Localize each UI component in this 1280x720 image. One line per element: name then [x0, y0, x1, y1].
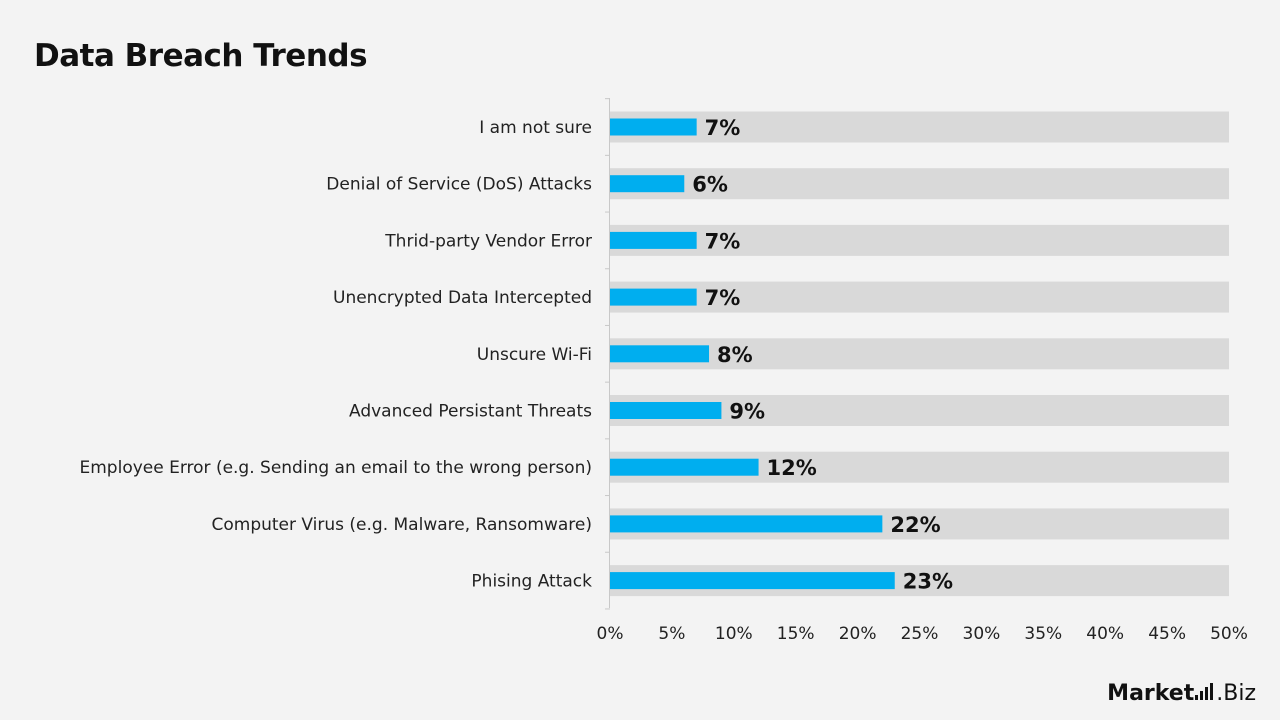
category-label: Computer Virus (e.g. Malware, Ransomware… [212, 515, 593, 535]
bar [610, 345, 710, 363]
category-label: I am not sure [479, 118, 592, 138]
x-tick-label: 30% [963, 624, 1001, 644]
category-label: Thrid-party Vendor Error [384, 231, 592, 251]
x-tick-label: 25% [901, 624, 939, 644]
x-tick-label: 35% [1024, 624, 1062, 644]
category-label: Unencrypted Data Intercepted [333, 288, 592, 308]
bar-track [610, 281, 1229, 313]
data-label: 7% [705, 229, 741, 253]
bar-track [610, 338, 1229, 370]
data-label: 6% [692, 173, 728, 197]
x-tick-label: 0% [597, 624, 624, 644]
bar [610, 458, 759, 476]
data-label: 7% [705, 286, 741, 310]
data-label: 8% [717, 343, 753, 367]
bar [610, 118, 697, 136]
bar [610, 231, 697, 249]
x-tick-label: 10% [715, 624, 753, 644]
bar-track [610, 111, 1229, 143]
brand-logo: Market .Biz [1107, 681, 1256, 706]
category-label: Unscure Wi-Fi [477, 345, 592, 365]
bar [610, 402, 722, 419]
data-label: 22% [890, 513, 940, 537]
data-label: 12% [767, 456, 817, 480]
x-tick-label: 50% [1210, 624, 1248, 644]
bar-track [610, 224, 1229, 256]
logo-word-market: Market [1107, 681, 1195, 706]
chart-title: Data Breach Trends [34, 38, 368, 74]
data-label: 7% [705, 116, 741, 140]
x-tick-label: 40% [1086, 624, 1124, 644]
bar-track [610, 168, 1229, 200]
bar [610, 288, 697, 306]
category-label: Employee Error (e.g. Sending an email to… [80, 458, 593, 478]
data-label: 9% [729, 400, 765, 424]
x-tick-label: 5% [658, 624, 685, 644]
bar [610, 515, 883, 533]
category-label: Phising Attack [471, 572, 592, 592]
bar [610, 175, 685, 193]
x-tick-label: 20% [839, 624, 877, 644]
data-label: 23% [903, 570, 953, 594]
category-label: Advanced Persistant Threats [349, 402, 592, 422]
x-tick-label: 45% [1148, 624, 1186, 644]
logo-word-biz: .Biz [1216, 681, 1256, 706]
logo-bars-icon [1195, 683, 1215, 700]
category-label: Denial of Service (DoS) Attacks [326, 175, 592, 195]
bar [610, 572, 895, 590]
x-tick-label: 15% [777, 624, 815, 644]
